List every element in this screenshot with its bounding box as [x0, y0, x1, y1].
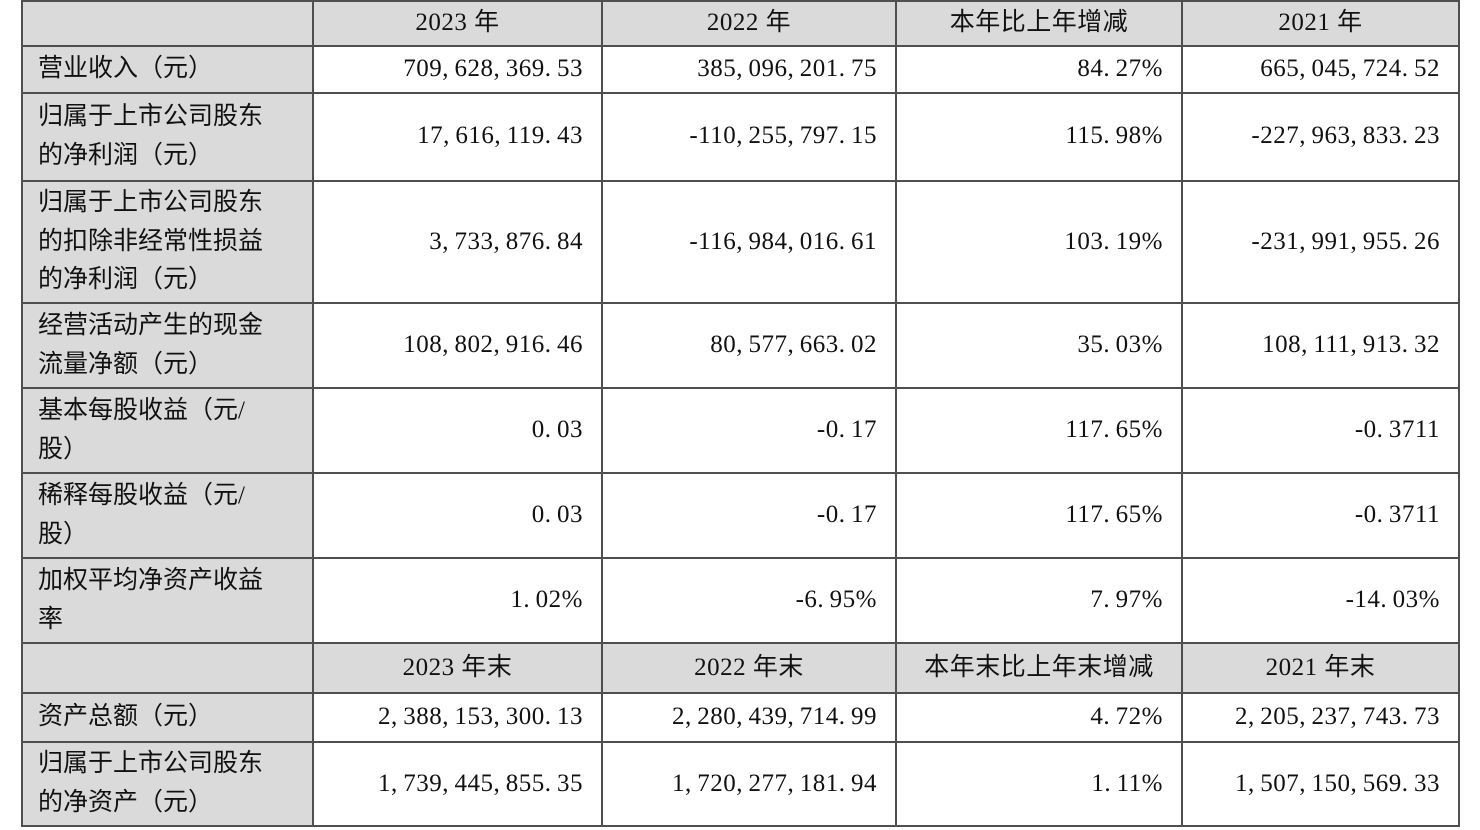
value-yoy: 117. 65% [895, 387, 1183, 474]
row-label: 归属于上市公司股东 的扣除非经常性损益 的净利润（元） [21, 179, 314, 305]
row-weighted-avg-roe: 加权平均净资产收益 率 1. 02% -6. 95% 7. 97% -14. 0… [21, 557, 1460, 644]
value-2021: -0. 3711 [1181, 472, 1460, 559]
value-yoy: 1. 11% [895, 741, 1183, 827]
col-header-2023: 2023 年 [312, 0, 603, 47]
col-header-2021: 2021 年 [1181, 0, 1460, 47]
col-header-2022: 2022 年 [601, 0, 897, 47]
value-2021: -231, 991, 955. 26 [1181, 179, 1460, 305]
value-2022: 2, 280, 439, 714. 99 [601, 692, 897, 743]
row-net-profit-deducted: 归属于上市公司股东 的扣除非经常性损益 的净利润（元） 3, 733, 876.… [21, 179, 1460, 305]
row-diluted-eps: 稀释每股收益（元/ 股） 0. 03 -0. 17 117. 65% -0. 3… [21, 472, 1460, 559]
value-2023: 17, 616, 119. 43 [312, 91, 603, 182]
period-header-row: 2023 年 2022 年 本年比上年增减 2021 年 [21, 0, 1460, 47]
financial-summary: 2023 年 2022 年 本年比上年增减 2021 年 营业收入（元） 709… [21, 0, 1460, 827]
value-yoy: 84. 27% [895, 44, 1183, 94]
corner-cell [21, 0, 314, 47]
value-2021: -14. 03% [1181, 557, 1460, 644]
value-2021: 1, 507, 150, 569. 33 [1181, 741, 1460, 827]
value-yoy: 103. 19% [895, 179, 1183, 305]
col-header-yoy-end-change: 本年末比上年末增减 [895, 642, 1183, 694]
row-label: 营业收入（元） [21, 44, 314, 94]
value-2021: 108, 111, 913. 32 [1181, 302, 1460, 389]
value-2022: -0. 17 [601, 472, 897, 559]
row-total-assets: 资产总额（元） 2, 388, 153, 300. 13 2, 280, 439… [21, 692, 1460, 743]
financial-summary-table: 2023 年 2022 年 本年比上年增减 2021 年 营业收入（元） 709… [21, 0, 1460, 827]
value-2021: 2, 205, 237, 743. 73 [1181, 692, 1460, 743]
col-header-2022-end: 2022 年末 [601, 642, 897, 694]
row-label: 归属于上市公司股东 的净资产（元） [21, 741, 314, 827]
value-2022: -0. 17 [601, 387, 897, 474]
corner-cell [21, 642, 314, 694]
value-2022: 385, 096, 201. 75 [601, 44, 897, 94]
value-2022: -6. 95% [601, 557, 897, 644]
value-2023: 2, 388, 153, 300. 13 [312, 692, 603, 743]
value-2023: 1. 02% [312, 557, 603, 644]
value-yoy: 4. 72% [895, 692, 1183, 743]
value-yoy: 115. 98% [895, 91, 1183, 182]
value-2023: 0. 03 [312, 472, 603, 559]
value-yoy: 7. 97% [895, 557, 1183, 644]
period-end-header-row: 2023 年末 2022 年末 本年末比上年末增减 2021 年末 [21, 642, 1460, 694]
row-net-assets: 归属于上市公司股东 的净资产（元） 1, 739, 445, 855. 35 1… [21, 741, 1460, 827]
row-label: 经营活动产生的现金 流量净额（元） [21, 302, 314, 389]
value-2023: 709, 628, 369. 53 [312, 44, 603, 94]
row-label: 归属于上市公司股东 的净利润（元） [21, 91, 314, 182]
value-2023: 108, 802, 916. 46 [312, 302, 603, 389]
value-2023: 1, 739, 445, 855. 35 [312, 741, 603, 827]
value-yoy: 35. 03% [895, 302, 1183, 389]
value-2023: 3, 733, 876. 84 [312, 179, 603, 305]
value-2022: 1, 720, 277, 181. 94 [601, 741, 897, 827]
value-2021: -0. 3711 [1181, 387, 1460, 474]
col-header-2021-end: 2021 年末 [1181, 642, 1460, 694]
col-header-2023-end: 2023 年末 [312, 642, 603, 694]
row-operating-cash-flow: 经营活动产生的现金 流量净额（元） 108, 802, 916. 46 80, … [21, 302, 1460, 389]
value-2023: 0. 03 [312, 387, 603, 474]
row-label: 加权平均净资产收益 率 [21, 557, 314, 644]
row-label: 资产总额（元） [21, 692, 314, 743]
col-header-yoy-change: 本年比上年增减 [895, 0, 1183, 47]
row-label: 稀释每股收益（元/ 股） [21, 472, 314, 559]
row-basic-eps: 基本每股收益（元/ 股） 0. 03 -0. 17 117. 65% -0. 3… [21, 387, 1460, 474]
row-net-profit: 归属于上市公司股东 的净利润（元） 17, 616, 119. 43 -110,… [21, 91, 1460, 182]
row-label: 基本每股收益（元/ 股） [21, 387, 314, 474]
value-2021: -227, 963, 833. 23 [1181, 91, 1460, 182]
value-yoy: 117. 65% [895, 472, 1183, 559]
value-2022: -110, 255, 797. 15 [601, 91, 897, 182]
value-2022: 80, 577, 663. 02 [601, 302, 897, 389]
row-revenue: 营业收入（元） 709, 628, 369. 53 385, 096, 201.… [21, 44, 1460, 94]
value-2022: -116, 984, 016. 61 [601, 179, 897, 305]
value-2021: 665, 045, 724. 52 [1181, 44, 1460, 94]
